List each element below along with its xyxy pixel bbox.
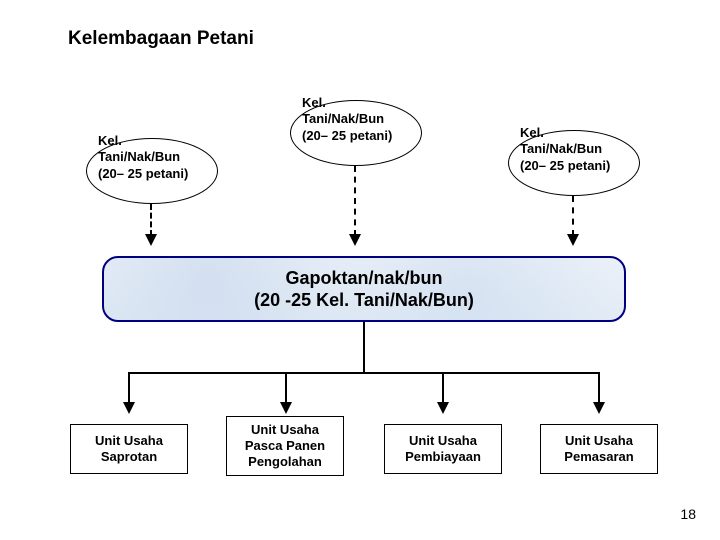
- connector-drop-0: [128, 372, 130, 404]
- slide-number: 18: [680, 506, 696, 522]
- ellipse-label-0: Kel.Tani/Nak/Bun(20– 25 petani): [98, 133, 188, 182]
- connector-drop-3: [598, 372, 600, 404]
- unit-box-3: Unit UsahaPemasaran: [540, 424, 658, 474]
- connector-hline: [128, 372, 600, 374]
- connector-arrowhead-3: [593, 402, 605, 414]
- dashed-arrowhead-0: [145, 234, 157, 246]
- dashed-arrowhead-2: [567, 234, 579, 246]
- connector-stem: [363, 322, 365, 372]
- page-title: Kelembagaan Petani: [68, 28, 254, 50]
- ellipse-label-1: Kel.Tani/Nak/Bun(20– 25 petani): [302, 95, 392, 144]
- unit-box-1: Unit UsahaPasca PanenPengolahan: [226, 416, 344, 476]
- dashed-arrow-0: [150, 204, 152, 236]
- central-box: Gapoktan/nak/bun (20 -25 Kel. Tani/Nak/B…: [102, 256, 626, 322]
- unit-box-0: Unit UsahaSaprotan: [70, 424, 188, 474]
- connector-drop-2: [442, 372, 444, 404]
- connector-drop-1: [285, 372, 287, 404]
- dashed-arrow-2: [572, 196, 574, 236]
- dashed-arrowhead-1: [349, 234, 361, 246]
- central-line2: (20 -25 Kel. Tani/Nak/Bun): [254, 289, 474, 312]
- ellipse-label-2: Kel.Tani/Nak/Bun(20– 25 petani): [520, 125, 610, 174]
- dashed-arrow-1: [354, 166, 356, 236]
- connector-arrowhead-1: [280, 402, 292, 414]
- central-line1: Gapoktan/nak/bun: [285, 267, 442, 290]
- connector-arrowhead-0: [123, 402, 135, 414]
- unit-box-2: Unit UsahaPembiayaan: [384, 424, 502, 474]
- connector-arrowhead-2: [437, 402, 449, 414]
